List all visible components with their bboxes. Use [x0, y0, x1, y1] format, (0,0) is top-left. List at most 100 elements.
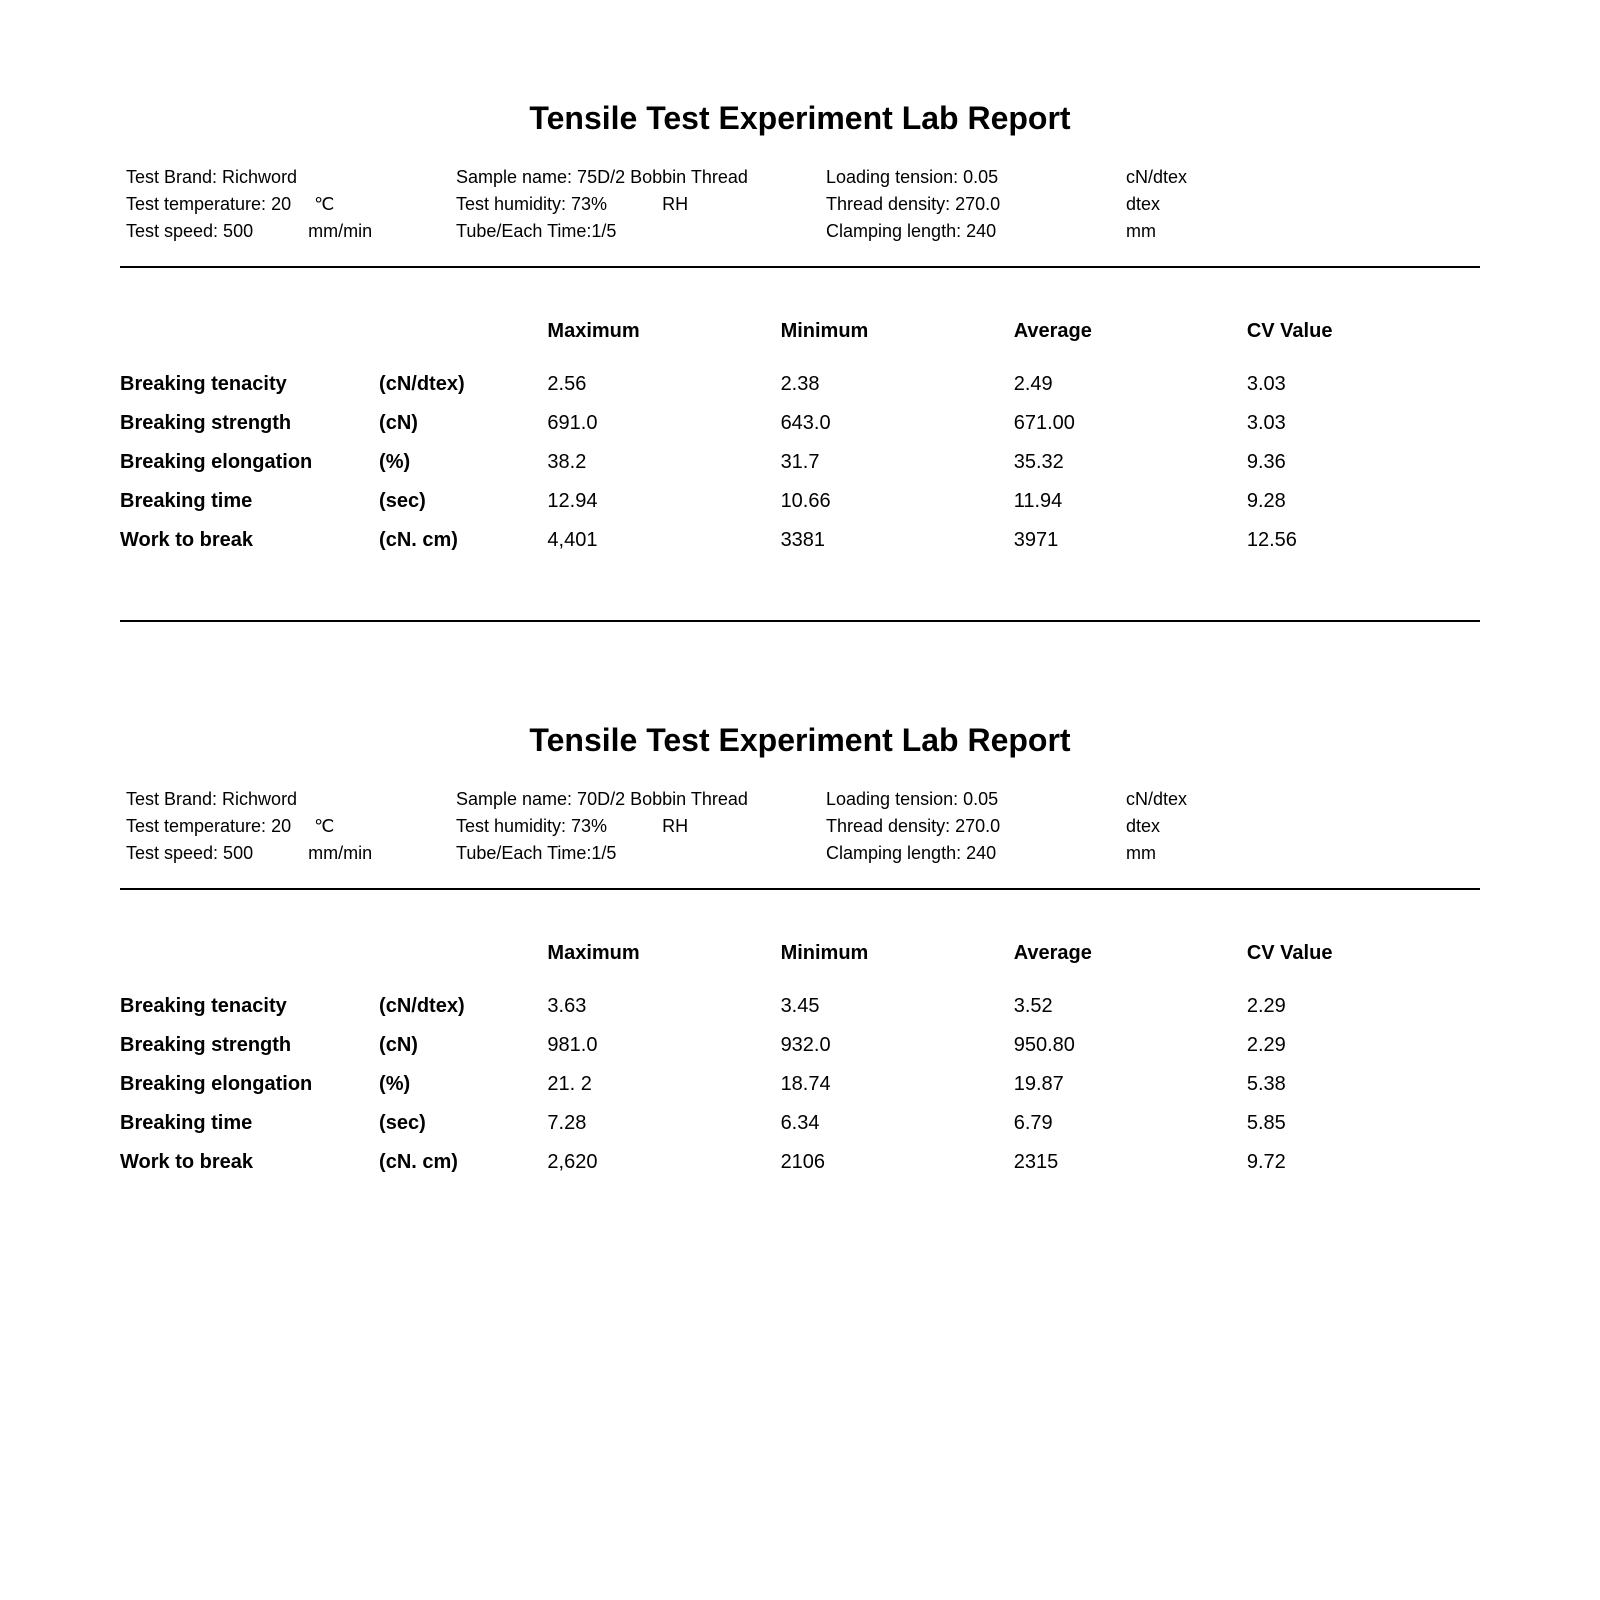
row-unit: (sec) — [379, 482, 547, 521]
cell-avg: 3971 — [1014, 521, 1247, 560]
row-unit: (%) — [379, 1065, 547, 1104]
meta-unit — [748, 789, 766, 809]
cell-min: 6.34 — [781, 1104, 1014, 1143]
cell-avg: 11.94 — [1014, 482, 1247, 521]
cell-avg: 3.52 — [1014, 987, 1247, 1026]
divider-bottom — [120, 620, 1480, 622]
table-row: Breaking tenacity (cN/dtex) 3.63 3.45 3.… — [120, 987, 1480, 1026]
data-table: Maximum Minimum Average CV Value Breakin… — [120, 934, 1480, 1182]
table-row: Breaking time (sec) 12.94 10.66 11.94 9.… — [120, 482, 1480, 521]
cell-avg: 19.87 — [1014, 1065, 1247, 1104]
meta-label: Test humidity: 73% — [456, 194, 607, 214]
cell-cv: 9.28 — [1247, 482, 1480, 521]
cell-min: 10.66 — [781, 482, 1014, 521]
col-minimum: Minimum — [781, 312, 1014, 365]
meta-clamping-length: Clamping length: 240 — [826, 221, 1126, 242]
meta-test-humidity: Test humidity: 73% RH — [456, 816, 826, 837]
cell-avg: 671.00 — [1014, 404, 1247, 443]
meta-label: Sample name: 75D/2 Bobbin Thread — [456, 167, 748, 187]
meta-label: Clamping length: 240 — [826, 221, 996, 241]
cell-avg: 35.32 — [1014, 443, 1247, 482]
meta-label: Test temperature: 20 — [126, 816, 291, 836]
meta-label: Thread density: 270.0 — [826, 816, 1000, 836]
data-table: Maximum Minimum Average CV Value Breakin… — [120, 312, 1480, 560]
meta-label: Sample name: 70D/2 Bobbin Thread — [456, 789, 748, 809]
row-unit: (cN. cm) — [379, 1143, 547, 1182]
meta-unit: ℃ — [296, 194, 334, 214]
table-row: Breaking elongation (%) 21. 2 18.74 19.8… — [120, 1065, 1480, 1104]
meta-unit — [616, 843, 634, 863]
meta-label: Tube/Each Time:1/5 — [456, 843, 616, 863]
cell-min: 932.0 — [781, 1026, 1014, 1065]
meta-label: Loading tension: 0.05 — [826, 789, 998, 809]
meta-tube-each-time: Tube/Each Time:1/5 — [456, 843, 826, 864]
table-row: Work to break (cN. cm) 2,620 2106 2315 9… — [120, 1143, 1480, 1182]
cell-min: 2.38 — [781, 365, 1014, 404]
report-title: Tensile Test Experiment Lab Report — [120, 100, 1480, 137]
table-row: Breaking strength (cN) 981.0 932.0 950.8… — [120, 1026, 1480, 1065]
row-label: Breaking time — [120, 482, 379, 521]
col-blank — [120, 934, 379, 987]
meta-test-brand: Test Brand: Richword — [126, 167, 456, 188]
meta-unit: RH — [612, 194, 688, 214]
row-label: Breaking elongation — [120, 443, 379, 482]
col-blank — [379, 934, 547, 987]
meta-grid: Test Brand: Richword Sample name: 75D/2 … — [120, 167, 1480, 242]
table-row: Work to break (cN. cm) 4,401 3381 3971 1… — [120, 521, 1480, 560]
cell-min: 643.0 — [781, 404, 1014, 443]
meta-label: Test temperature: 20 — [126, 194, 291, 214]
cell-cv: 5.85 — [1247, 1104, 1480, 1143]
cell-cv: 9.36 — [1247, 443, 1480, 482]
meta-label: Test humidity: 73% — [456, 816, 607, 836]
col-cv-value: CV Value — [1247, 934, 1480, 987]
meta-test-humidity: Test humidity: 73% RH — [456, 194, 826, 215]
meta-unit — [297, 167, 315, 187]
cell-min: 3381 — [781, 521, 1014, 560]
meta-clamping-length-unit: mm — [1126, 843, 1226, 864]
row-label: Breaking strength — [120, 1026, 379, 1065]
meta-test-brand: Test Brand: Richword — [126, 789, 456, 810]
cell-max: 7.28 — [547, 1104, 780, 1143]
cell-min: 31.7 — [781, 443, 1014, 482]
table-row: Breaking time (sec) 7.28 6.34 6.79 5.85 — [120, 1104, 1480, 1143]
table-row: Breaking tenacity (cN/dtex) 2.56 2.38 2.… — [120, 365, 1480, 404]
meta-sample-name: Sample name: 70D/2 Bobbin Thread — [456, 789, 826, 810]
meta-label: Test Brand: Richword — [126, 167, 297, 187]
meta-unit: mm/min — [258, 843, 372, 863]
meta-sample-name: Sample name: 75D/2 Bobbin Thread — [456, 167, 826, 188]
cell-cv: 9.72 — [1247, 1143, 1480, 1182]
cell-max: 981.0 — [547, 1026, 780, 1065]
cell-min: 18.74 — [781, 1065, 1014, 1104]
table-header-row: Maximum Minimum Average CV Value — [120, 312, 1480, 365]
cell-cv: 2.29 — [1247, 987, 1480, 1026]
table-body: Breaking tenacity (cN/dtex) 3.63 3.45 3.… — [120, 987, 1480, 1182]
cell-min: 2106 — [781, 1143, 1014, 1182]
meta-thread-density: Thread density: 270.0 — [826, 816, 1126, 837]
row-unit: (cN/dtex) — [379, 987, 547, 1026]
row-label: Breaking strength — [120, 404, 379, 443]
meta-label: Thread density: 270.0 — [826, 194, 1000, 214]
divider-top — [120, 266, 1480, 268]
cell-max: 38.2 — [547, 443, 780, 482]
row-unit: (cN) — [379, 404, 547, 443]
meta-test-speed: Test speed: 500 mm/min — [126, 221, 456, 242]
divider-top — [120, 888, 1480, 890]
cell-cv: 12.56 — [1247, 521, 1480, 560]
row-unit: (cN. cm) — [379, 521, 547, 560]
col-minimum: Minimum — [781, 934, 1014, 987]
meta-loading-tension: Loading tension: 0.05 — [826, 167, 1126, 188]
meta-test-temperature: Test temperature: 20 ℃ — [126, 194, 456, 215]
meta-unit — [297, 789, 315, 809]
col-maximum: Maximum — [547, 312, 780, 365]
meta-tube-each-time: Tube/Each Time:1/5 — [456, 221, 826, 242]
report-1: Tensile Test Experiment Lab Report Test … — [120, 100, 1480, 622]
report-title: Tensile Test Experiment Lab Report — [120, 722, 1480, 759]
meta-thread-density: Thread density: 270.0 — [826, 194, 1126, 215]
meta-label: Tube/Each Time:1/5 — [456, 221, 616, 241]
cell-min: 3.45 — [781, 987, 1014, 1026]
meta-test-temperature: Test temperature: 20 ℃ — [126, 816, 456, 837]
meta-unit: ℃ — [296, 816, 334, 836]
table-row: Breaking elongation (%) 38.2 31.7 35.32 … — [120, 443, 1480, 482]
cell-cv: 5.38 — [1247, 1065, 1480, 1104]
meta-grid: Test Brand: Richword Sample name: 70D/2 … — [120, 789, 1480, 864]
